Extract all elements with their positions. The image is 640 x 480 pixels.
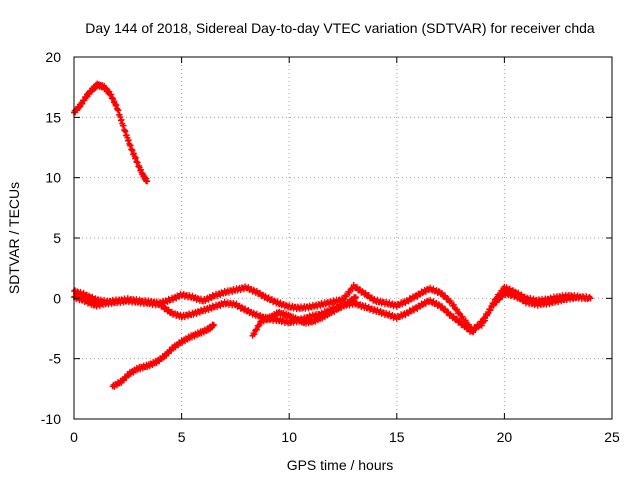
data-point: [251, 331, 258, 338]
y-axis-label: SDTVAR / TECUs: [6, 182, 22, 294]
data-point: [352, 294, 359, 301]
data-point: [407, 308, 414, 315]
data-point: [165, 306, 172, 313]
data-point: [456, 310, 463, 317]
data-point: [419, 290, 426, 297]
data-point: [587, 295, 594, 302]
data-point: [210, 321, 217, 328]
data-point: [238, 304, 245, 311]
series-arc-rising: [109, 321, 217, 390]
x-tick-label: 15: [389, 429, 405, 445]
data-point: [450, 301, 457, 308]
data-point: [462, 317, 469, 324]
data-point: [253, 326, 260, 333]
data-point: [472, 325, 479, 332]
data-point: [462, 322, 469, 329]
data-point: [435, 301, 442, 308]
data-point: [470, 329, 477, 336]
series-arc-lower: [71, 289, 594, 336]
data-point: [487, 307, 494, 314]
data-point: [450, 313, 457, 320]
x-tick-label: 25: [604, 429, 620, 445]
data-point: [454, 306, 461, 313]
data-point: [482, 315, 489, 322]
x-axis-label: GPS time / hours: [287, 457, 394, 473]
x-tick-label: 5: [178, 429, 186, 445]
y-tick-label: 5: [53, 230, 61, 246]
y-tick-label: 0: [53, 290, 61, 306]
x-tick-label: 10: [281, 429, 297, 445]
y-tick-label: 20: [45, 49, 61, 65]
data-point: [346, 289, 353, 296]
data-point: [442, 305, 449, 312]
series-arc-short: [249, 293, 359, 339]
data-point: [438, 303, 445, 310]
data-point: [478, 319, 485, 326]
y-tick-label: 15: [45, 109, 61, 125]
y-tick-label: -10: [41, 411, 61, 427]
data-point: [499, 294, 506, 301]
data-point: [512, 292, 519, 299]
data-point: [407, 296, 414, 303]
chart-title: Day 144 of 2018, Sidereal Day-to-day VTE…: [85, 20, 595, 36]
y-tick-label: 10: [45, 170, 61, 186]
y-tick-label: -5: [49, 351, 62, 367]
data-point: [435, 288, 442, 295]
data-point: [144, 178, 151, 185]
data-point: [438, 289, 445, 296]
x-tick-label: 20: [497, 429, 513, 445]
series-arc-high: [71, 80, 151, 185]
data-point: [490, 302, 497, 309]
x-tick-label: 0: [70, 429, 78, 445]
data-point: [419, 302, 426, 309]
data-point: [442, 292, 449, 299]
data-point: [352, 295, 359, 302]
axis-ticks: 0 5 10 15 20 25 -10 -5 0 5 10 15 20: [41, 49, 620, 445]
data-point: [271, 297, 278, 304]
data-points: [71, 80, 594, 390]
